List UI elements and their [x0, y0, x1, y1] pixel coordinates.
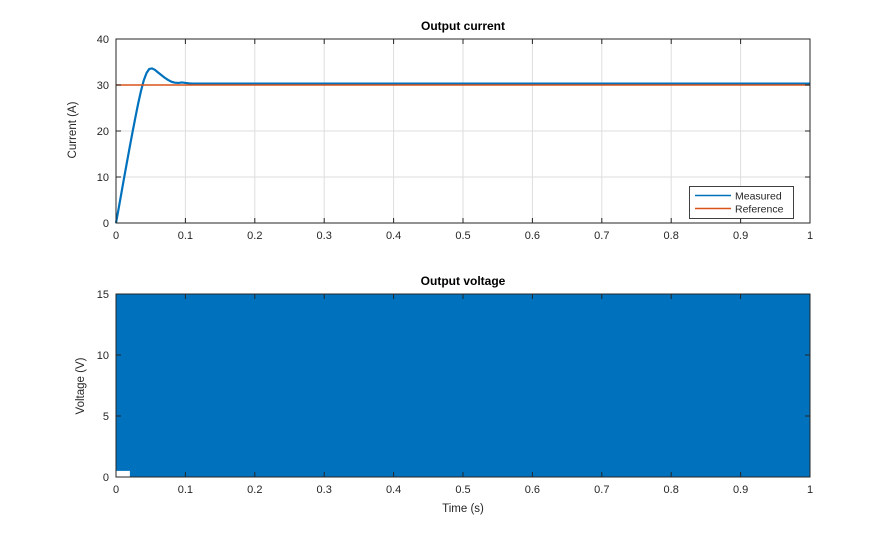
y-tick-label: 15	[97, 289, 109, 301]
y-tick-label: 30	[97, 80, 109, 92]
x-tick-label: 0.7	[594, 484, 609, 496]
x-tick-label: 0.7	[594, 230, 609, 242]
x-tick-label: 0.5	[455, 484, 470, 496]
x-tick-label: 1	[807, 484, 813, 496]
voltage-area-series	[116, 294, 810, 477]
x-tick-label: 0	[113, 484, 119, 496]
x-tick-label: 0.6	[525, 230, 540, 242]
x-tick-label: 0.2	[247, 484, 262, 496]
y-tick-label: 10	[97, 350, 109, 362]
x-tick-label: 0.9	[733, 230, 748, 242]
x-tick-label: 0.4	[386, 230, 401, 242]
y-tick-label: 20	[97, 126, 109, 138]
x-tick-label: 0.9	[733, 484, 748, 496]
x-tick-label: 0.4	[386, 484, 401, 496]
x-tick-label: 0.8	[664, 230, 679, 242]
x-tick-label: 0.1	[178, 230, 193, 242]
x-tick-label: 0.3	[317, 230, 332, 242]
y-tick-label: 10	[97, 172, 109, 184]
time-axis-label: Time (s)	[442, 503, 484, 515]
current-axis-label: Current (A)	[67, 101, 79, 159]
y-tick-label: 0	[103, 472, 109, 484]
current-chart-title: Output current	[421, 19, 505, 33]
y-tick-label: 5	[103, 411, 109, 423]
x-tick-label: 0	[113, 230, 119, 242]
legend-entry-label: Measured	[735, 191, 782, 203]
y-tick-label: 0	[103, 218, 109, 230]
x-tick-label: 0.5	[455, 230, 470, 242]
x-tick-label: 0.3	[317, 484, 332, 496]
legend-box	[689, 186, 794, 219]
legend-entry-label: Reference	[735, 204, 784, 216]
y-tick-label: 40	[97, 34, 109, 46]
x-tick-label: 0.8	[664, 484, 679, 496]
voltage-axis-label: Voltage (V)	[75, 357, 87, 415]
x-tick-label: 0.6	[525, 484, 540, 496]
x-tick-label: 0.2	[247, 230, 262, 242]
x-tick-label: 1	[807, 230, 813, 242]
x-tick-label: 0.1	[178, 484, 193, 496]
measured-line-series	[114, 67, 810, 224]
voltage-chart-title: Output voltage	[420, 274, 506, 288]
